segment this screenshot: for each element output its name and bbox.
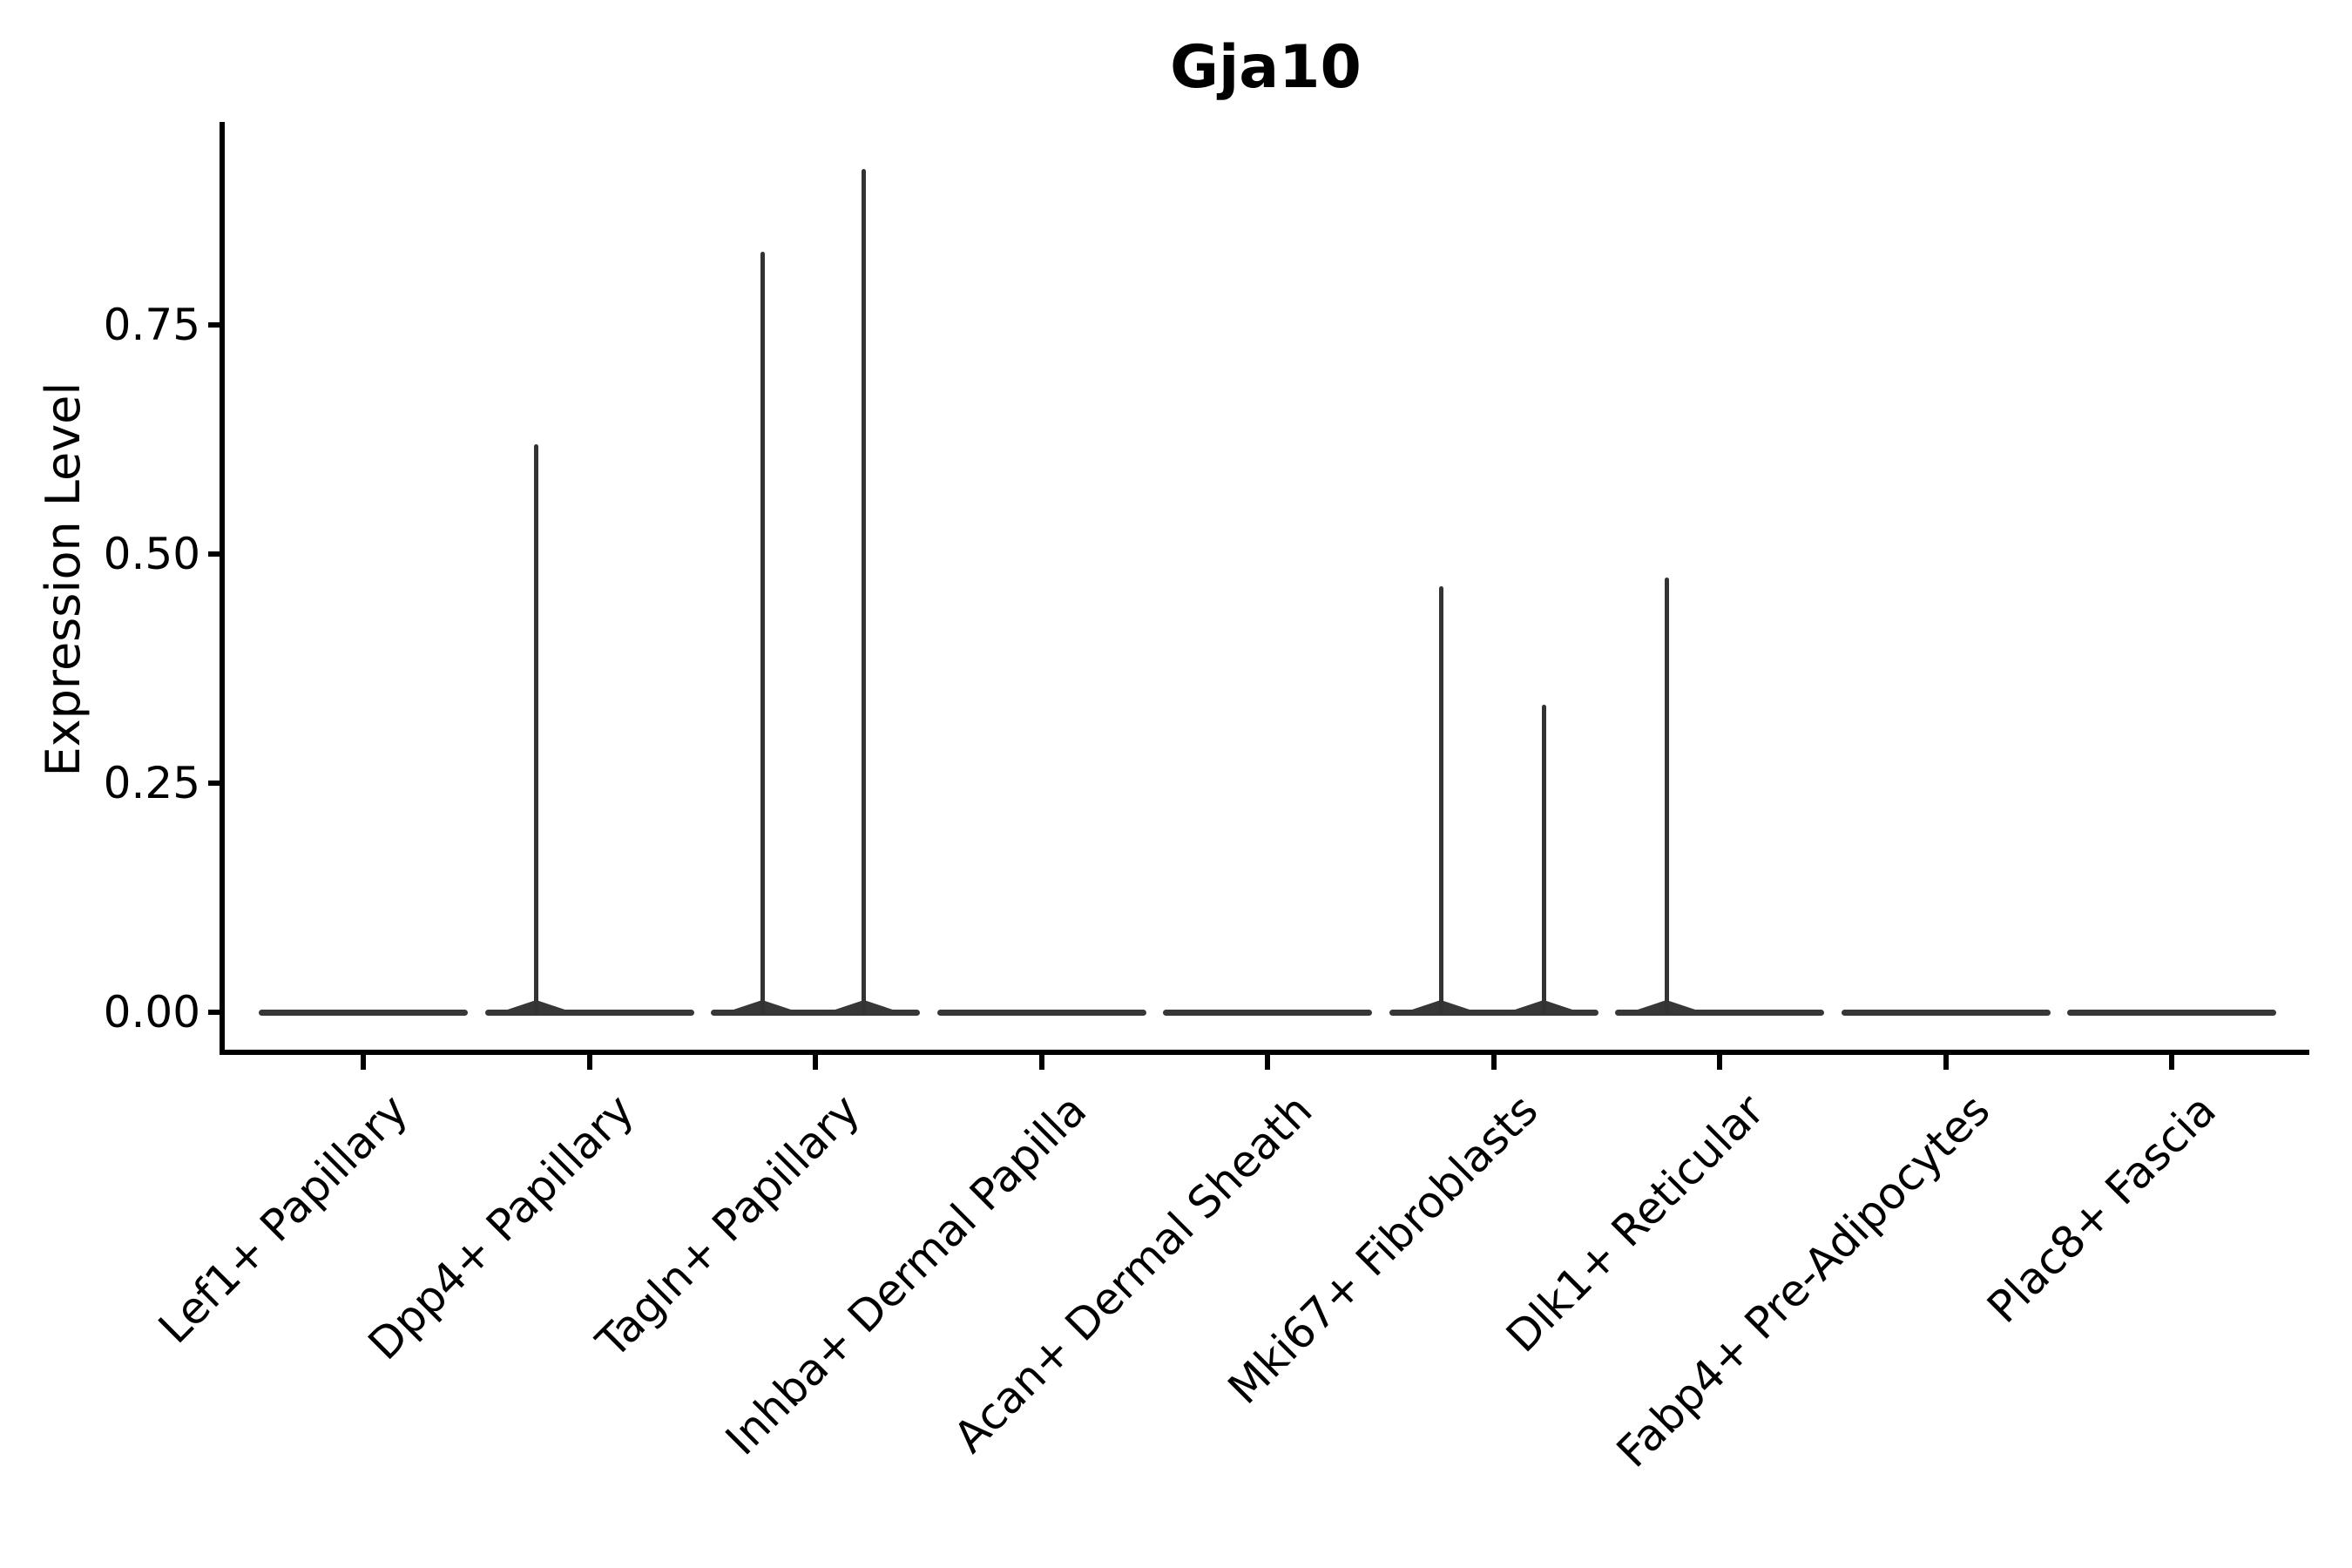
x-tick-mark (2169, 1055, 2174, 1070)
y-tick-mark (208, 551, 222, 557)
y-tick-mark (208, 1010, 222, 1015)
y-tick-label: 0.00 (103, 987, 200, 1037)
x-tick-mark (586, 1055, 592, 1070)
y-tick-mark (208, 321, 222, 328)
x-tick-label: Fabp4+ Pre-Adipocytes (1607, 1085, 2000, 1477)
violin-baseline (1841, 1009, 2051, 1016)
violin-baseline (1615, 1009, 1824, 1016)
violin-spike (1438, 585, 1443, 1014)
x-tick-mark (1490, 1055, 1497, 1070)
violin-baseline (711, 1009, 920, 1016)
violin-spike (1541, 705, 1546, 1014)
violin-baseline (484, 1009, 694, 1016)
y-tick-label: 0.25 (103, 757, 200, 808)
x-tick-label: Acan+ Dermal Sheath (943, 1085, 1322, 1463)
violin-baseline (1163, 1009, 1372, 1016)
x-tick-mark (361, 1055, 366, 1070)
x-axis-line (220, 1050, 2309, 1055)
y-axis-line (220, 122, 225, 1055)
x-tick-label: Lef1+ Papillary (149, 1085, 418, 1354)
y-tick-label: 0.75 (103, 299, 200, 350)
violin-baseline (936, 1009, 1146, 1016)
y-tick-mark (208, 780, 222, 786)
x-tick-mark (813, 1055, 818, 1070)
violin-baseline (2067, 1009, 2276, 1016)
violin-spike (760, 251, 765, 1014)
violin-spike (534, 443, 539, 1014)
violin-spike (862, 168, 867, 1014)
x-tick-label: Plac8+ Fascia (1977, 1085, 2227, 1334)
x-tick-mark (1943, 1055, 1949, 1070)
violin-baseline (1389, 1009, 1598, 1016)
plot-title: Gja10 (1170, 33, 1362, 102)
x-tick-mark (1038, 1055, 1044, 1070)
violin-baseline (259, 1009, 468, 1016)
x-tick-label: Inhba+ Dermal Papilla (715, 1085, 1096, 1465)
x-tick-mark (1265, 1055, 1270, 1070)
y-tick-label: 0.50 (103, 528, 200, 579)
x-tick-mark (1717, 1055, 1722, 1070)
violin-spike (1664, 578, 1669, 1014)
